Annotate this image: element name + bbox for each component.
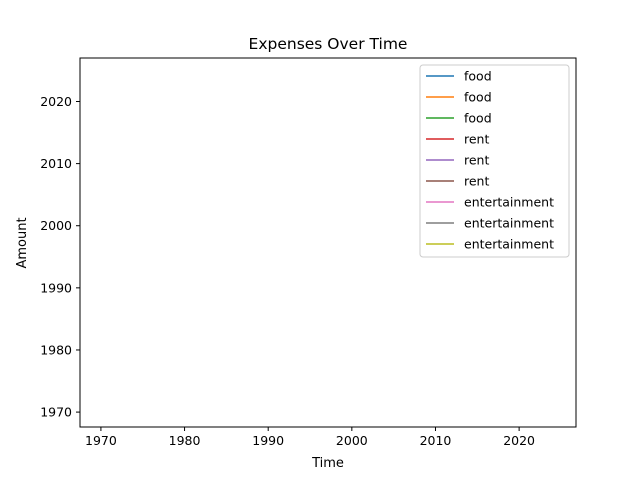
x-tick-label: 2010 — [420, 433, 452, 448]
y-tick-label: 1990 — [40, 280, 72, 295]
y-axis-label: Amount — [15, 217, 30, 268]
y-axis-ticks: 1970 1980 1990 2000 2010 2020 — [40, 94, 80, 420]
legend-box — [419, 64, 570, 258]
x-tick-label: 1980 — [169, 433, 201, 448]
legend-label: rent — [464, 153, 489, 168]
y-tick-label: 2000 — [40, 218, 72, 233]
y-tick-label: 2010 — [40, 156, 72, 171]
legend-label: entertainment — [464, 237, 554, 252]
plot-area — [79, 57, 577, 428]
legend-label: food — [464, 69, 492, 84]
legend-label: entertainment — [464, 216, 554, 231]
x-tick-label: 2020 — [503, 433, 535, 448]
legend-label: food — [464, 90, 492, 105]
x-axis-ticks: 1970 1980 1990 2000 2010 2020 — [85, 427, 535, 448]
plot-frame — [79, 57, 577, 428]
x-axis-label: Time — [311, 456, 344, 471]
legend-label: entertainment — [464, 195, 554, 210]
x-tick-label: 1990 — [252, 433, 284, 448]
legend: food food food rent rent rent entertainment ent… — [419, 64, 570, 258]
legend-label: food — [464, 111, 492, 126]
x-tick-label: 1970 — [85, 433, 117, 448]
legend-items: food food food rent rent rent entertainment ent… — [426, 69, 554, 252]
chart-title: Expenses Over Time — [249, 35, 408, 53]
legend-label: rent — [464, 132, 489, 147]
y-tick-label: 2020 — [40, 94, 72, 109]
y-tick-label: 1980 — [40, 342, 72, 357]
y-tick-label: 1970 — [40, 405, 72, 420]
legend-label: rent — [464, 174, 489, 189]
x-tick-label: 2000 — [336, 433, 368, 448]
